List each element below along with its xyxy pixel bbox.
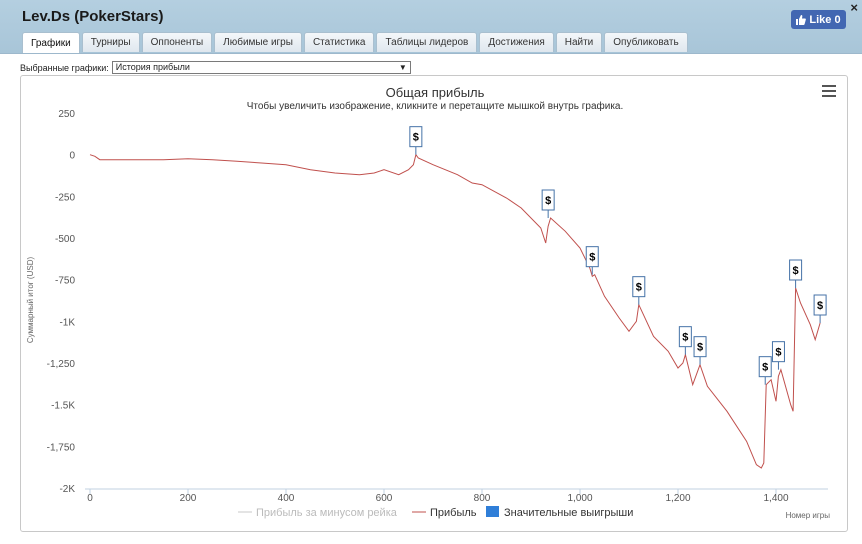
x-tick-label: 400 <box>278 493 295 504</box>
thumbs-up-icon <box>796 14 807 25</box>
y-tick-label: -1,750 <box>47 442 76 453</box>
big-win-marker: $ <box>758 356 772 385</box>
y-axis-title: Суммарный итог (USD) <box>26 257 35 344</box>
y-tick-label: -1K <box>59 317 75 328</box>
y-tick-label: 0 <box>69 151 75 162</box>
big-win-flag <box>789 259 803 281</box>
big-win-label: $ <box>636 282 642 294</box>
big-win-label: $ <box>817 300 823 312</box>
y-tick-label: -250 <box>55 192 75 203</box>
big-win-flag <box>409 126 423 148</box>
big-win-marker: $ <box>813 294 827 323</box>
big-win-label: $ <box>413 132 419 144</box>
x-tick-label: 1,000 <box>567 493 592 504</box>
big-win-flag <box>632 276 646 298</box>
y-tick-label: -500 <box>55 234 75 245</box>
legend-bigwins-swatch <box>486 506 499 517</box>
big-win-marker: $ <box>585 246 599 275</box>
big-win-marker: $ <box>541 189 555 218</box>
tab-8[interactable]: Опубликовать <box>604 32 688 52</box>
big-win-flag <box>678 326 692 348</box>
profit-series-line <box>89 153 821 469</box>
y-tick-label: -1,250 <box>47 359 76 370</box>
chart-selector-value: История прибыли <box>115 62 190 72</box>
y-tick-label: -750 <box>55 276 75 287</box>
tab-5[interactable]: Таблицы лидеров <box>376 32 478 52</box>
big-win-flag <box>541 189 555 211</box>
window-header: Lev.Ds (PokerStars) × Like 0 Графики Турн… <box>0 0 862 54</box>
big-win-flag <box>771 341 785 363</box>
big-win-marker: $ <box>693 336 707 365</box>
big-win-label: $ <box>793 265 799 277</box>
tab-7[interactable]: Найти <box>555 32 603 52</box>
close-icon[interactable]: × <box>850 0 858 15</box>
big-win-marker: $ <box>771 341 785 370</box>
y-tick-label: 250 <box>58 109 75 120</box>
big-win-label: $ <box>697 342 703 354</box>
chart-title: Общая прибыль <box>386 85 485 100</box>
like-label: Like 0 <box>809 13 841 26</box>
legend-rake-label: Прибыль за минусом рейка <box>256 507 398 519</box>
y-tick-label: -2K <box>59 484 75 495</box>
x-tick-label: 0 <box>87 493 93 504</box>
tab-6[interactable]: Достижения <box>479 32 554 52</box>
big-win-label: $ <box>589 252 595 264</box>
big-win-marker: $ <box>678 326 692 355</box>
big-win-flag <box>813 294 827 316</box>
chart-menu-icon[interactable] <box>822 85 836 97</box>
x-tick-label: 1,400 <box>763 493 788 504</box>
window-title: Lev.Ds (PokerStars) <box>22 8 164 25</box>
x-tick-label: 200 <box>180 493 197 504</box>
big-win-marker: $ <box>409 126 423 155</box>
x-tick-label: 800 <box>474 493 491 504</box>
legend-profit-label: Прибыль <box>430 507 477 519</box>
x-axis-title: Номер игры <box>786 511 831 520</box>
x-tick-label: 1,200 <box>665 493 690 504</box>
big-win-label: $ <box>682 332 688 344</box>
facebook-like-button[interactable]: Like 0 <box>791 10 846 29</box>
big-win-label: $ <box>775 347 781 359</box>
tab-4[interactable]: Статистика <box>303 32 375 52</box>
big-win-label: $ <box>545 195 551 207</box>
big-win-flag <box>585 246 599 268</box>
big-win-flag <box>693 336 707 358</box>
big-win-marker: $ <box>789 259 803 288</box>
tab-1[interactable]: Турниры <box>81 32 140 52</box>
legend-bigwins-label: Значительные выигрыши <box>504 507 633 519</box>
chevron-down-icon: ▼ <box>398 63 407 72</box>
x-tick-label: 600 <box>376 493 393 504</box>
big-win-marker: $ <box>632 276 646 305</box>
tab-bar: Графики Турниры Оппоненты Любимые игры Стати… <box>22 32 688 53</box>
chart-subtitle: Чтобы увеличить изображение, кликните и … <box>247 100 624 112</box>
tab-0[interactable]: Графики <box>22 32 80 53</box>
tab-3[interactable]: Любимые игры <box>214 32 302 52</box>
chart-selector-dropdown[interactable]: История прибыли ▼ <box>111 61 411 74</box>
tab-2[interactable]: Оппоненты <box>141 32 213 52</box>
big-win-flag <box>758 356 772 378</box>
y-tick-label: -1.5K <box>51 401 75 412</box>
chart-selector-label: Выбранные графики: <box>20 62 109 73</box>
chart-panel <box>20 75 848 532</box>
chart-selector-row: Выбранные графики: История прибыли ▼ <box>20 61 411 74</box>
big-win-label: $ <box>762 362 768 374</box>
